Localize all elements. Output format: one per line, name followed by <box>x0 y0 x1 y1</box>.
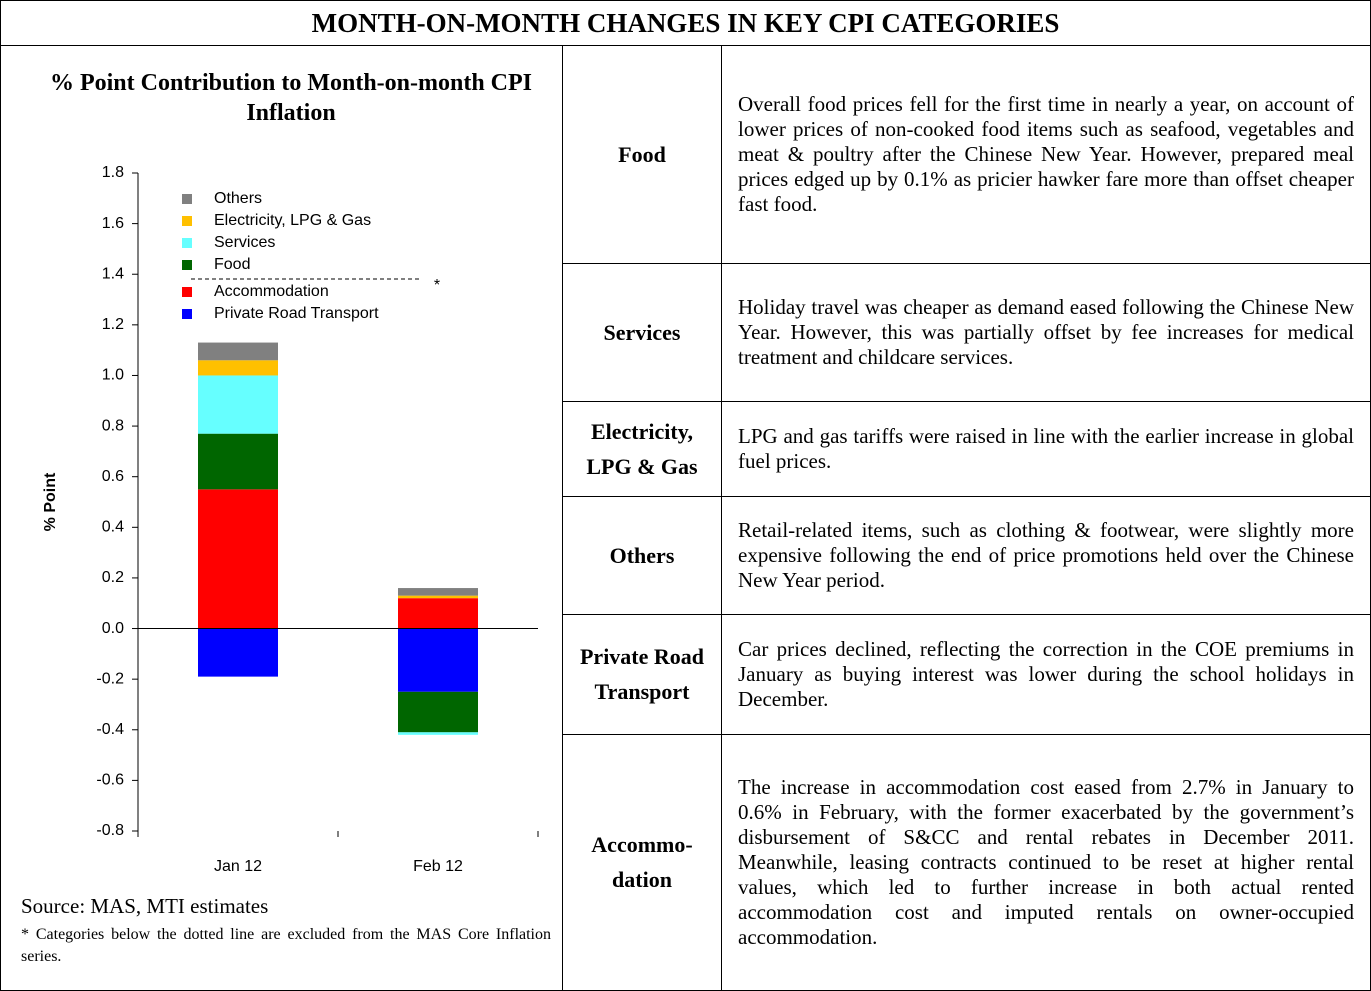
y-tick-label: 0.4 <box>102 519 124 536</box>
row: Electricity, LPG & Gas LPG and gas tariff… <box>563 401 1370 497</box>
bar-segment <box>398 595 478 599</box>
row: Services Holiday travel was cheaper as de… <box>563 263 1370 402</box>
row-text: Car prices declined, reflecting the corr… <box>721 614 1370 735</box>
y-tick-label: -0.4 <box>96 721 124 738</box>
x-tick-label: Jan 12 <box>214 858 262 875</box>
footnote: * Categories below the dotted line are e… <box>21 926 551 965</box>
annotation: * <box>434 277 440 294</box>
row-text: Overall food prices fell for the first t… <box>721 46 1370 264</box>
bar-segment <box>398 588 478 596</box>
y-tick-label: -0.8 <box>96 822 124 839</box>
legend-label: Food <box>214 256 250 273</box>
row: Food Overall food prices fell for the fir… <box>563 46 1370 264</box>
bar-segment <box>198 360 278 376</box>
legend-label: Accommodation <box>214 283 329 300</box>
chart: -0.8 -0.6 -0.4 -0.2 0.0 0.2 0.4 0.6 0.8 1.0 1.2 1.4… <box>42 164 539 875</box>
legend-swatch <box>182 238 192 248</box>
y-tick-label: 0.8 <box>102 417 124 434</box>
y-tick-label: 1.0 <box>102 367 124 384</box>
legend-swatch <box>182 260 192 270</box>
x-tick-label: Feb 12 <box>413 858 463 875</box>
chart-panel: -0.8 -0.6 -0.4 -0.2 0.0 0.2 0.4 0.6 0.8 1.0 1.2 1.4… <box>1 46 563 990</box>
bar-segment <box>198 342 278 361</box>
row-text: The increase in accommodation cost eased… <box>738 774 1354 949</box>
row: Private Road Transport Car prices decline… <box>563 614 1370 735</box>
source: Source: MAS, MTI estimates <box>21 894 269 918</box>
bar-segment <box>398 598 478 629</box>
legend-swatch <box>182 194 192 204</box>
bar-segment <box>198 628 278 677</box>
legend-label: Private Road Transport <box>214 305 379 322</box>
y-tick-label: -0.6 <box>96 772 124 789</box>
row: Others Retail-related items, such as clot… <box>563 496 1370 615</box>
row-label: Services <box>563 263 722 402</box>
y-tick-label: 1.8 <box>102 164 124 181</box>
legend-swatch <box>182 309 192 319</box>
y-tick-label: 0.2 <box>102 569 124 586</box>
row-text: LPG and gas tariffs were raised in line … <box>721 401 1370 497</box>
legend-label: Electricity, LPG & Gas <box>214 212 371 229</box>
legend-swatch <box>182 287 192 297</box>
y-tick-label: -0.2 <box>96 670 124 687</box>
commentary-table: Food Overall food prices fell for the fir… <box>563 46 1370 990</box>
bar-segment <box>398 732 478 735</box>
y-axis-label: % Point <box>42 472 59 531</box>
bar-segment <box>398 628 478 692</box>
row: Accommo-dation The increase in accommodat… <box>563 734 1370 990</box>
y-tick-label: 0.6 <box>102 468 124 485</box>
legend-label: Others <box>214 190 262 207</box>
y-tick-label: 0.0 <box>102 620 124 637</box>
chart-title: % Point Contribution to Month-on-month C… <box>49 70 533 126</box>
row-label: Accommo-dation <box>563 734 722 990</box>
row-text: Holiday travel was cheaper as demand eas… <box>721 263 1370 402</box>
row-text: Retail-related items, such as clothing &… <box>721 496 1370 615</box>
row-label: Electricity, LPG & Gas <box>563 401 722 497</box>
row-label: Others <box>563 496 722 615</box>
bar-segment <box>198 375 278 434</box>
y-tick-label: 1.2 <box>102 316 124 333</box>
bar-segment <box>198 433 278 490</box>
y-tick-label: 1.4 <box>102 265 124 282</box>
bar-segment <box>398 691 478 733</box>
row-label: Food <box>563 46 722 264</box>
row-label: Private Road Transport <box>563 614 722 735</box>
legend-swatch <box>182 216 192 226</box>
y-tick-label: 1.6 <box>102 215 124 232</box>
page-title: MONTH-ON-MONTH CHANGES IN KEY CPI CATEGO… <box>1 1 1370 46</box>
legend-label: Services <box>214 234 275 251</box>
bar-segment <box>198 489 278 629</box>
